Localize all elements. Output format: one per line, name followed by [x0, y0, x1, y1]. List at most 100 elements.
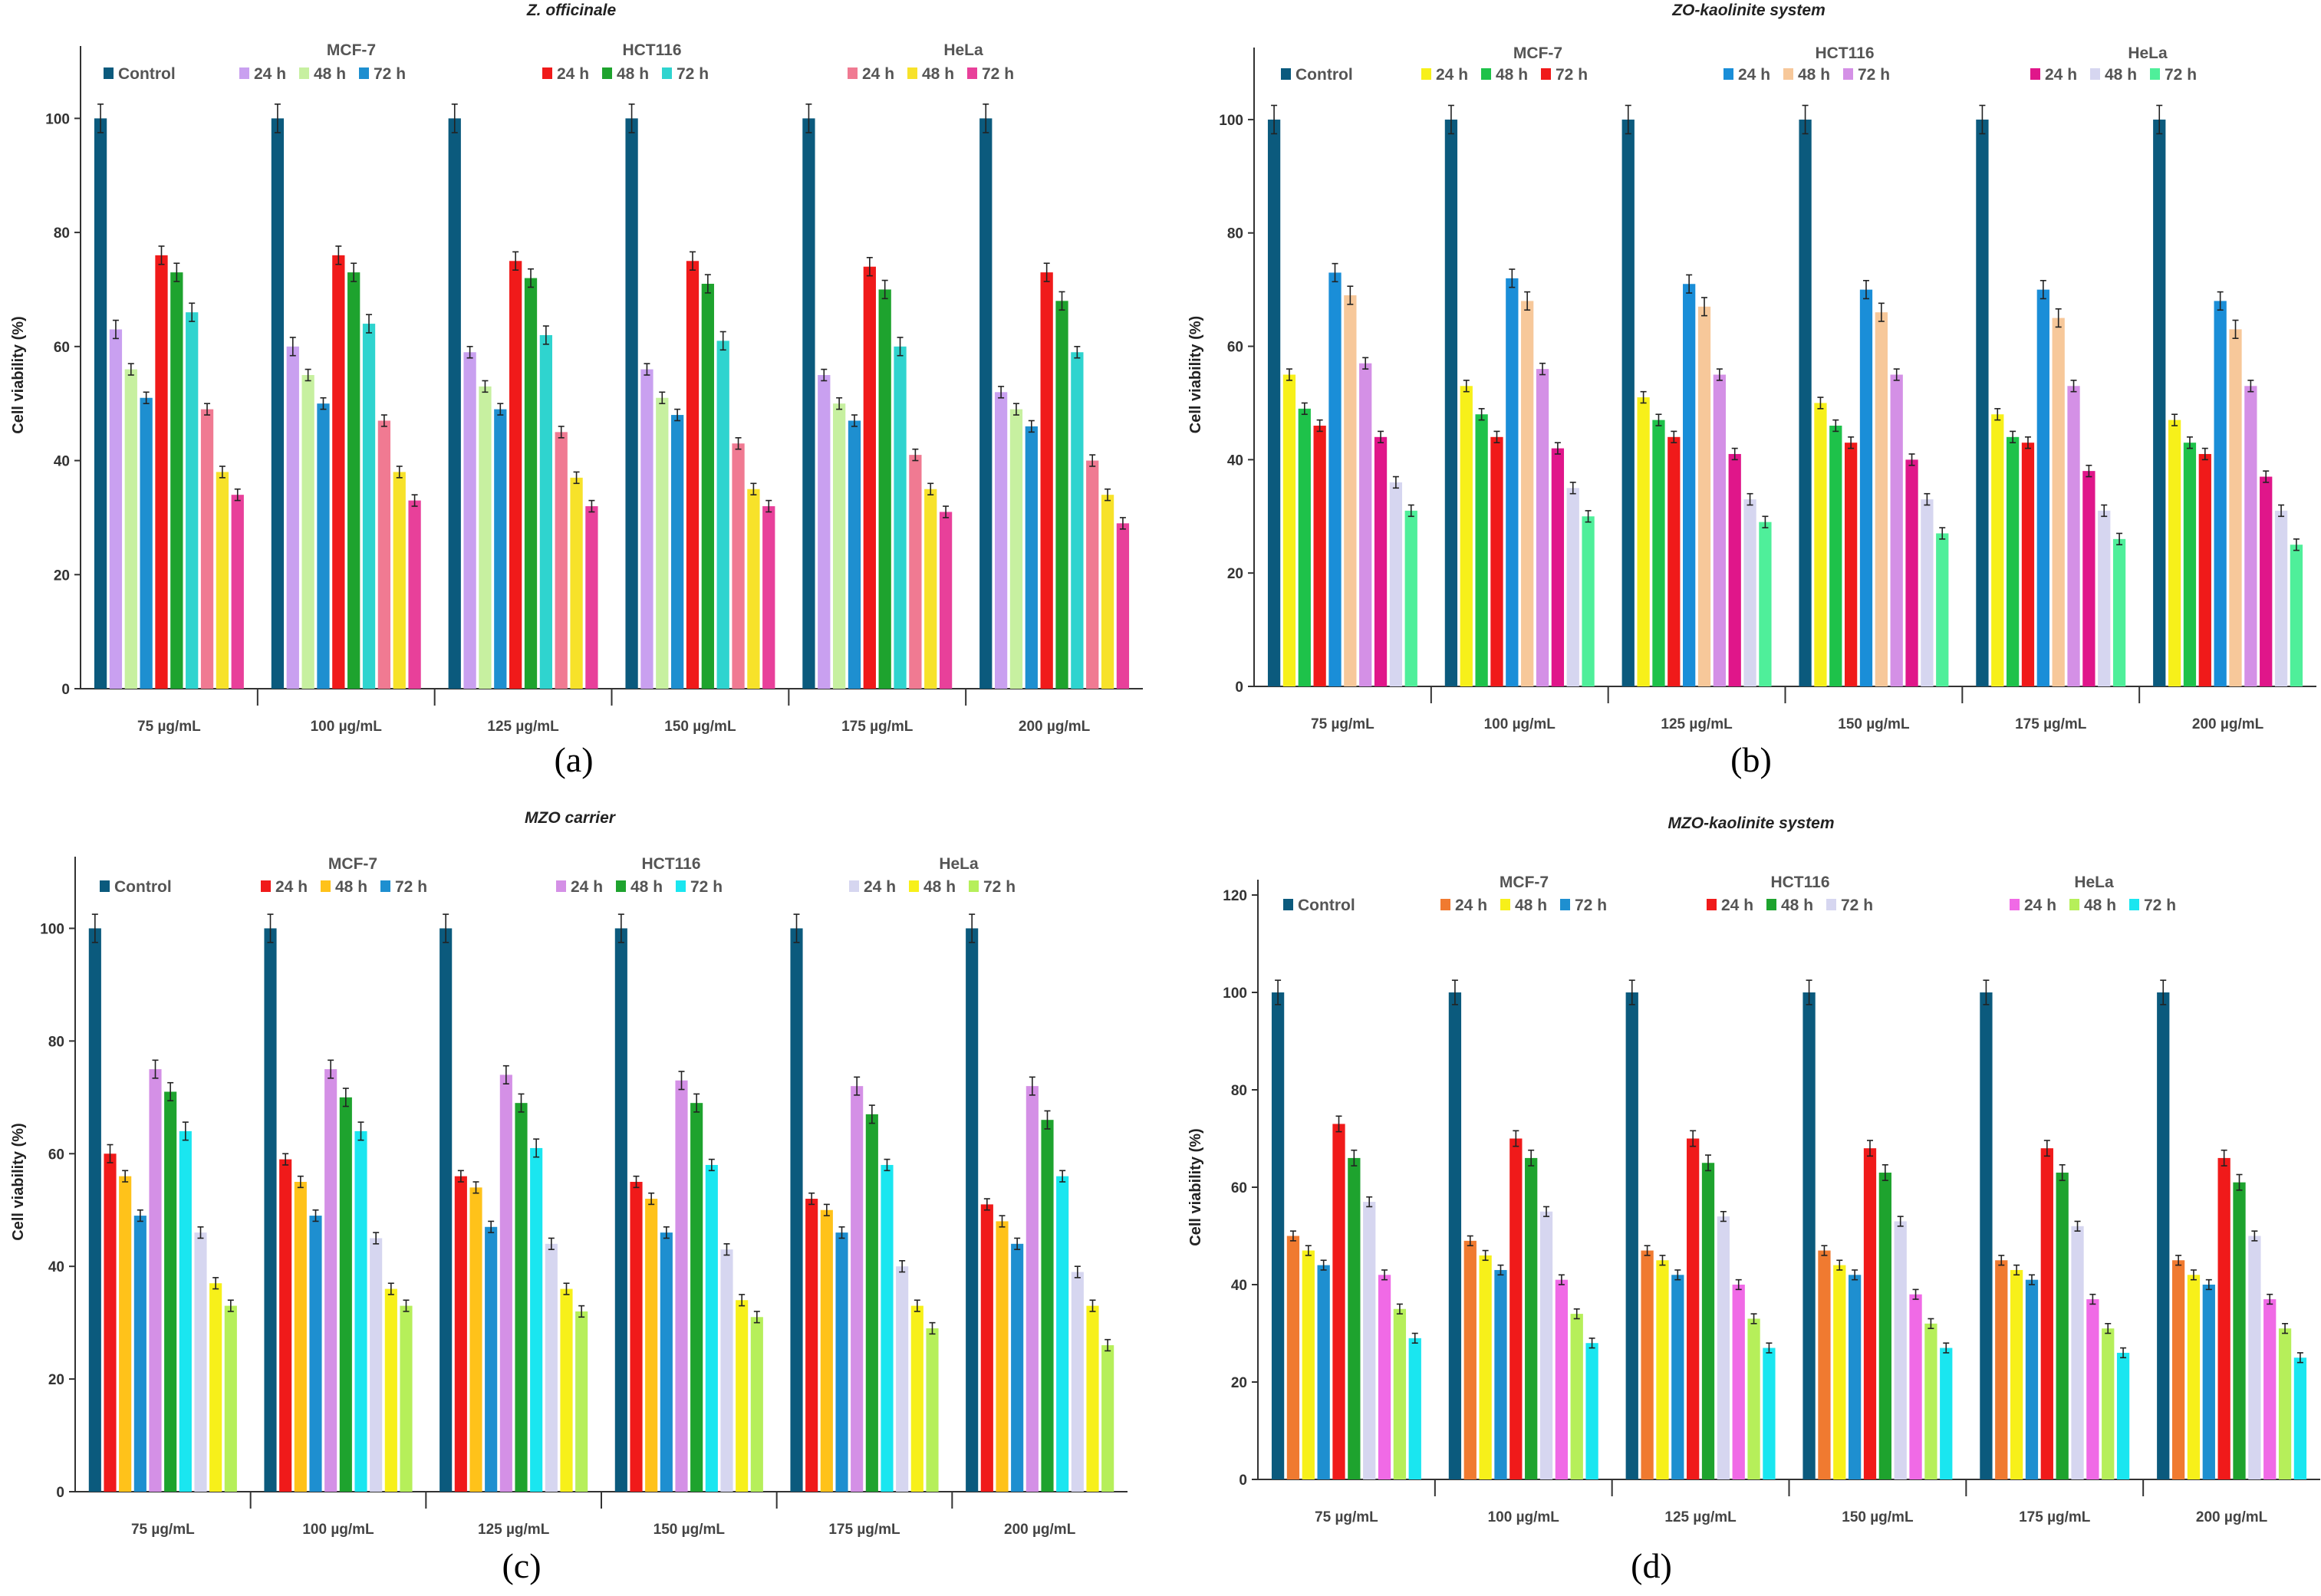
bar-mcf-7-48h	[124, 369, 137, 689]
legend-label: 24 h	[254, 65, 286, 83]
bar-mcf-7-24h	[1282, 374, 1296, 686]
bar-hct116-24h	[1687, 1138, 1700, 1479]
legend-label: 24 h	[1455, 897, 1487, 914]
x-tick-label: 100 µg/mL	[1488, 1509, 1560, 1525]
y-tick-label: 40	[54, 454, 70, 470]
bar-hela-24h	[1728, 453, 1741, 686]
bar-hela-48h	[216, 472, 229, 689]
legend-swatch	[1500, 899, 1510, 910]
legend-swatch	[239, 67, 249, 79]
bar-hela-24h	[720, 1249, 733, 1492]
legend-group-title: HCT116	[1815, 44, 1874, 62]
bar-hela-24h	[545, 1243, 558, 1492]
y-tick-label: 0	[61, 682, 70, 698]
panel-label: (a)	[554, 740, 593, 779]
bar-control	[2153, 119, 2166, 687]
legend-swatch	[848, 67, 858, 79]
bar-mcf-7-72h	[2198, 453, 2211, 686]
legend-label: 72 h	[1556, 66, 1588, 84]
legend-label: Control	[114, 878, 172, 896]
bar-hela-24h	[1374, 436, 1388, 686]
bar-hct116-48h	[524, 278, 538, 689]
bar-hela-48h	[1566, 488, 1579, 686]
x-tick-label: 150 µg/mL	[1842, 1509, 1914, 1525]
bar-hela-72h	[2116, 1352, 2130, 1479]
bar-hct116-48h	[878, 289, 891, 689]
bar-hela-72h	[400, 1305, 413, 1492]
y-tick-label: 0	[56, 1485, 64, 1501]
legend-swatch	[909, 880, 919, 892]
bar-hct116-72h	[894, 346, 907, 689]
bar-mcf-7-72h	[494, 409, 507, 689]
legend-group-title: MCF-7	[328, 855, 377, 873]
legend-label: 24 h	[1738, 66, 1770, 84]
legend-label: 48 h	[1781, 897, 1813, 914]
bar-mcf-7-48h	[996, 1221, 1009, 1492]
y-tick-label: 20	[54, 568, 70, 584]
legend-swatch	[2150, 68, 2160, 80]
bar-mcf-7-24h	[286, 346, 299, 689]
legend-label: 24 h	[557, 65, 589, 83]
bar-control	[1448, 992, 1462, 1479]
bar-hct116-24h	[2214, 301, 2227, 686]
bar-mcf-7-72h	[485, 1226, 498, 1492]
bar-mcf-7-24h	[818, 375, 831, 689]
legend-swatch	[616, 880, 626, 892]
bar-hela-72h	[762, 506, 775, 689]
bar-mcf-7-48h	[469, 1187, 482, 1492]
bar-hct116-24h	[509, 261, 522, 689]
bar-hct116-48h	[170, 272, 183, 689]
legend-swatch	[1766, 899, 1776, 910]
x-tick-label: 100 µg/mL	[1484, 716, 1556, 732]
bar-mcf-7-72h	[835, 1232, 848, 1492]
bar-mcf-7-48h	[1833, 1265, 1846, 1479]
bar-hela-48h	[736, 1300, 749, 1492]
bar-hela-48h	[924, 489, 937, 689]
legend-group-title: HCT116	[622, 41, 681, 59]
x-tick-label: 200 µg/mL	[1019, 719, 1091, 735]
legend-label: 72 h	[374, 65, 406, 83]
bar-hct116-72h	[179, 1130, 192, 1492]
bar-hct116-48h	[2056, 1172, 2069, 1479]
bar-hela-24h	[194, 1232, 207, 1492]
bar-hela-72h	[1116, 523, 1130, 689]
bar-mcf-7-24h	[1637, 397, 1650, 686]
legend-swatch	[1826, 899, 1836, 910]
bar-mcf-7-48h	[1475, 414, 1488, 686]
bar-hela-48h	[1921, 499, 1934, 686]
bar-hela-48h	[2102, 1328, 2115, 1479]
bar-mcf-7-72h	[1025, 426, 1038, 689]
bar-hela-24h	[1071, 1272, 1084, 1492]
bar-control	[2157, 992, 2170, 1479]
legend-label: 48 h	[1496, 66, 1528, 84]
bar-mcf-7-48h	[1302, 1250, 1315, 1479]
legend-swatch	[2010, 899, 2020, 910]
bar-mcf-7-72h	[309, 1216, 322, 1492]
bar-hct116-72h	[1894, 1221, 1907, 1479]
bar-hct116-48h	[1878, 1172, 1891, 1479]
bar-hela-72h	[1408, 1338, 1421, 1479]
bar-hela-48h	[1747, 1318, 1760, 1479]
bar-hct116-48h	[164, 1091, 177, 1492]
bar-hela-72h	[2290, 545, 2303, 686]
x-tick-label: 125 µg/mL	[1664, 1509, 1737, 1525]
bar-hela-48h	[1389, 482, 1403, 686]
bar-control	[1621, 119, 1635, 687]
x-tick-label: 125 µg/mL	[1661, 716, 1733, 732]
bar-hela-24h	[1905, 459, 1918, 686]
bar-hela-72h	[1759, 522, 1772, 686]
legend-label: Control	[118, 65, 176, 83]
legend-label: Control	[1295, 66, 1353, 84]
bar-mcf-7-72h	[1849, 1275, 1862, 1479]
bar-mcf-7-24h	[2168, 420, 2181, 686]
bar-mcf-7-24h	[640, 369, 654, 689]
bar-control	[1267, 119, 1281, 687]
legend-swatch	[1281, 68, 1291, 80]
bar-control	[1980, 992, 1993, 1479]
bar-hct116-72h	[539, 334, 553, 689]
legend-label: 48 h	[617, 65, 649, 83]
bar-hela-24h	[1909, 1294, 1922, 1479]
bar-hct116-72h	[1539, 1211, 1553, 1479]
bar-control	[264, 928, 277, 1492]
